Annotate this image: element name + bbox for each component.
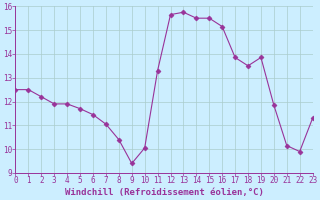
X-axis label: Windchill (Refroidissement éolien,°C): Windchill (Refroidissement éolien,°C) [65, 188, 263, 197]
